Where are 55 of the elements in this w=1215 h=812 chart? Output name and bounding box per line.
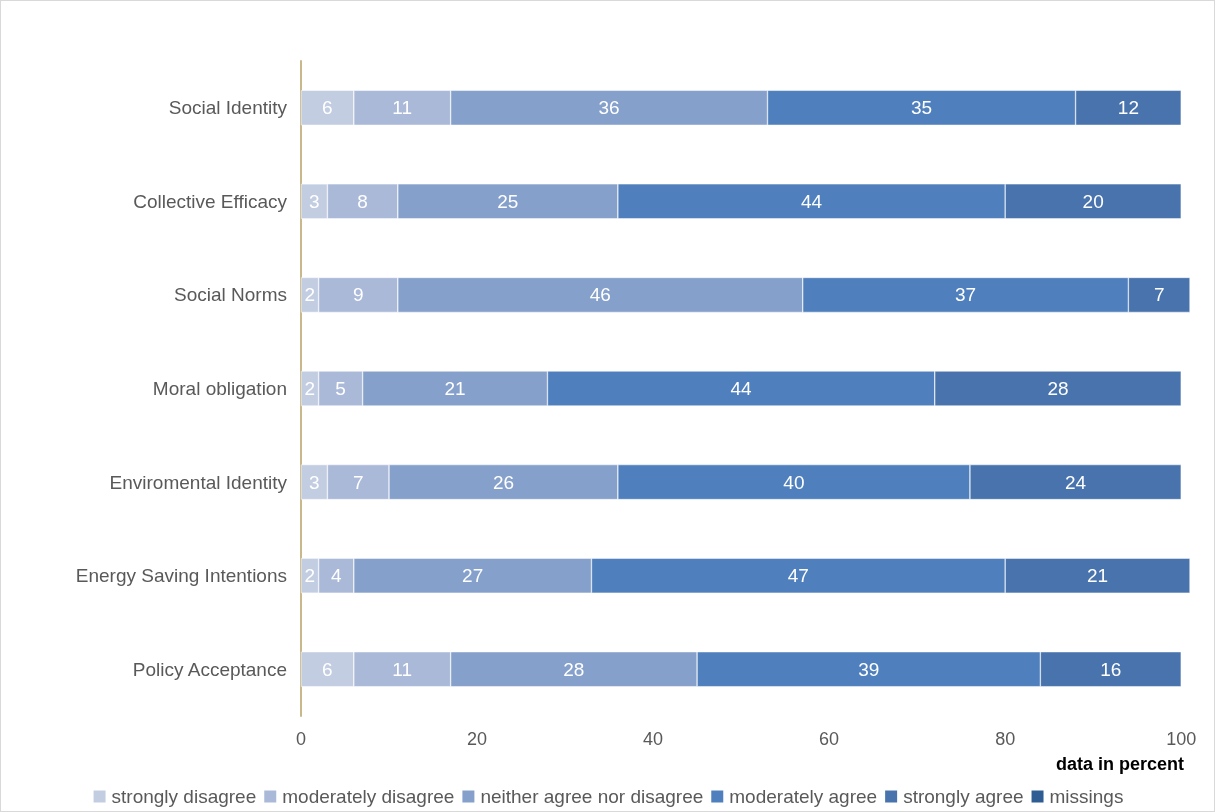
y-tick-label: Social Norms [174,284,287,306]
y-tick-label: Enviromental Identity [109,471,288,493]
y-tick-label: Collective Efficacy [133,190,288,212]
y-tick-label: Policy Acceptance [132,658,287,680]
data-label: 6 [322,658,333,680]
data-label: 36 [598,97,620,119]
data-label: 9 [352,284,364,306]
data-label: 7 [1153,284,1165,306]
data-label: 25 [497,190,519,212]
y-tick-label: Moral obligation [152,378,287,399]
data-label: 39 [858,658,880,680]
data-label: 21 [1087,565,1109,587]
data-label: 20 [1082,190,1104,212]
data-label: 37 [954,284,977,306]
data-label: 28 [563,658,585,680]
data-label: 21 [444,378,466,399]
data-label: 28 [1047,378,1069,399]
data-label: 3 [308,471,320,493]
data-label: 2 [304,378,316,399]
data-label: 40 [783,471,805,493]
x-tick-label: 100 [1166,729,1197,749]
data-label: 16 [1100,658,1122,680]
legend-label: strongly disagree [111,786,257,807]
data-label: 4 [330,565,342,587]
x-tick-label: 60 [819,729,840,749]
legend-label: missings [1049,786,1124,807]
y-tick-label: Energy Saving Intentions [75,565,287,587]
x-tick-label: 0 [295,729,307,749]
data-label: 27 [462,565,484,587]
legend-label: moderately agree [729,786,878,807]
data-label: 6 [322,97,333,119]
legend-label: strongly agree [903,786,1024,807]
data-label: 24 [1065,471,1087,493]
x-tick-label: 80 [995,729,1016,749]
legend-label: moderately disagree [282,786,455,807]
data-label: 44 [800,190,823,212]
data-label: 8 [357,190,368,212]
x-axis-title: data in percent [1055,754,1185,774]
data-label: 44 [730,378,753,399]
legend-label: neither agree nor disagree [480,786,704,807]
data-label: 11 [392,658,413,680]
x-tick-label: 40 [643,729,664,749]
data-label: 5 [335,378,346,399]
x-tick-label: 20 [467,729,488,749]
data-label: 7 [352,471,364,493]
data-label: 2 [304,284,316,306]
data-label: 12 [1117,97,1139,119]
data-label: 47 [787,565,809,587]
data-label: 35 [910,97,933,119]
data-label: 26 [492,471,515,493]
y-tick-label: Social Identity [168,97,288,119]
data-label: 3 [308,190,320,212]
data-label: 11 [392,97,413,119]
data-label: 46 [589,284,611,306]
data-label: 2 [304,565,316,587]
